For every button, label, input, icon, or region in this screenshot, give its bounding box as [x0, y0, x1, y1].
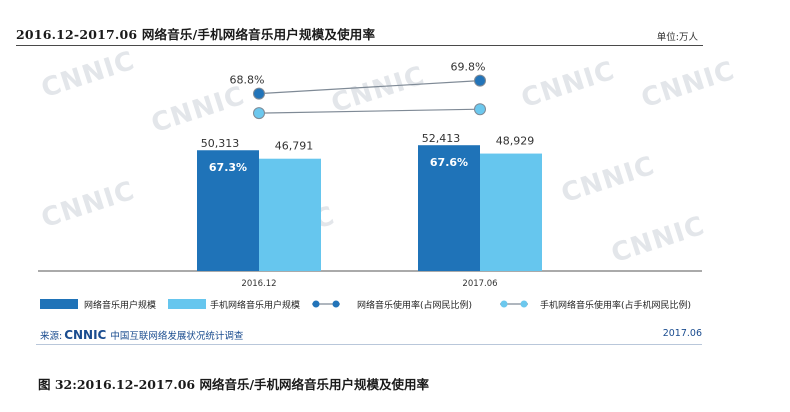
unit-label: 单位:万人 — [656, 32, 698, 43]
bar-mobile-music-users — [259, 158, 321, 271]
legend-swatch-music-users — [40, 299, 78, 309]
bar-music-users — [197, 150, 259, 271]
legend-dot-music-rate — [332, 300, 340, 308]
bar-inner-rate-label: 67.3% — [209, 161, 247, 174]
cnnic-logo: CNNIC — [64, 328, 107, 342]
bar-mobile-music-users — [480, 153, 542, 271]
x-tick-label: 2016.12 — [241, 279, 276, 289]
source-text: 中国互联网络发展状况统计调查 — [110, 331, 244, 342]
legend-label: 手机网络音乐用户规模 — [210, 299, 300, 311]
legend-dot-mobile-rate — [500, 300, 508, 308]
rate-value-label: 69.8% — [451, 61, 486, 74]
point-music-rate — [253, 87, 265, 100]
bar-value-label: 50,313 — [201, 137, 240, 150]
bar-music-users — [418, 145, 480, 271]
legend-swatch-mobile-users — [168, 299, 206, 309]
bar-value-label: 52,413 — [422, 132, 461, 145]
legend-label: 网络音乐用户规模 — [84, 299, 156, 311]
line-music-rate — [258, 80, 481, 95]
legend-dot-mobile-rate — [520, 300, 528, 308]
source-note: 来源: CNNIC 中国互联网络发展状况统计调查 — [40, 328, 243, 342]
rate-value-label: 68.8% — [230, 74, 265, 87]
source-prefix: 来源: — [40, 331, 63, 342]
source-divider — [36, 344, 702, 345]
bar-inner-rate-label: 67.6% — [430, 156, 468, 169]
line-mobile-music-rate — [258, 108, 481, 114]
chart-plot: 67.3% 50,313 46,791 2016.12 67.6% 52,413 48,92… — [38, 61, 702, 311]
figure-caption: 图 32:2016.12-2017.06 网络音乐/手机网络音乐用户规模及使用率 — [38, 377, 430, 392]
point-mobile-music-rate — [474, 103, 486, 116]
x-tick-label: 2017.06 — [462, 279, 497, 289]
bar-value-label: 46,791 — [275, 140, 314, 153]
legend-label: 手机网络音乐使用率(占手机网民比例) — [540, 299, 691, 311]
legend-label: 网络音乐使用率(占网民比例) — [357, 299, 472, 311]
point-mobile-music-rate — [253, 107, 265, 120]
bar-value-label: 48,929 — [496, 135, 535, 148]
point-music-rate — [474, 74, 486, 87]
chart-title: 2016.12-2017.06 网络音乐/手机网络音乐用户规模及使用率 — [16, 27, 376, 42]
legend-dot-music-rate — [312, 300, 320, 308]
title-divider — [16, 45, 703, 46]
source-date: 2017.06 — [662, 328, 702, 339]
